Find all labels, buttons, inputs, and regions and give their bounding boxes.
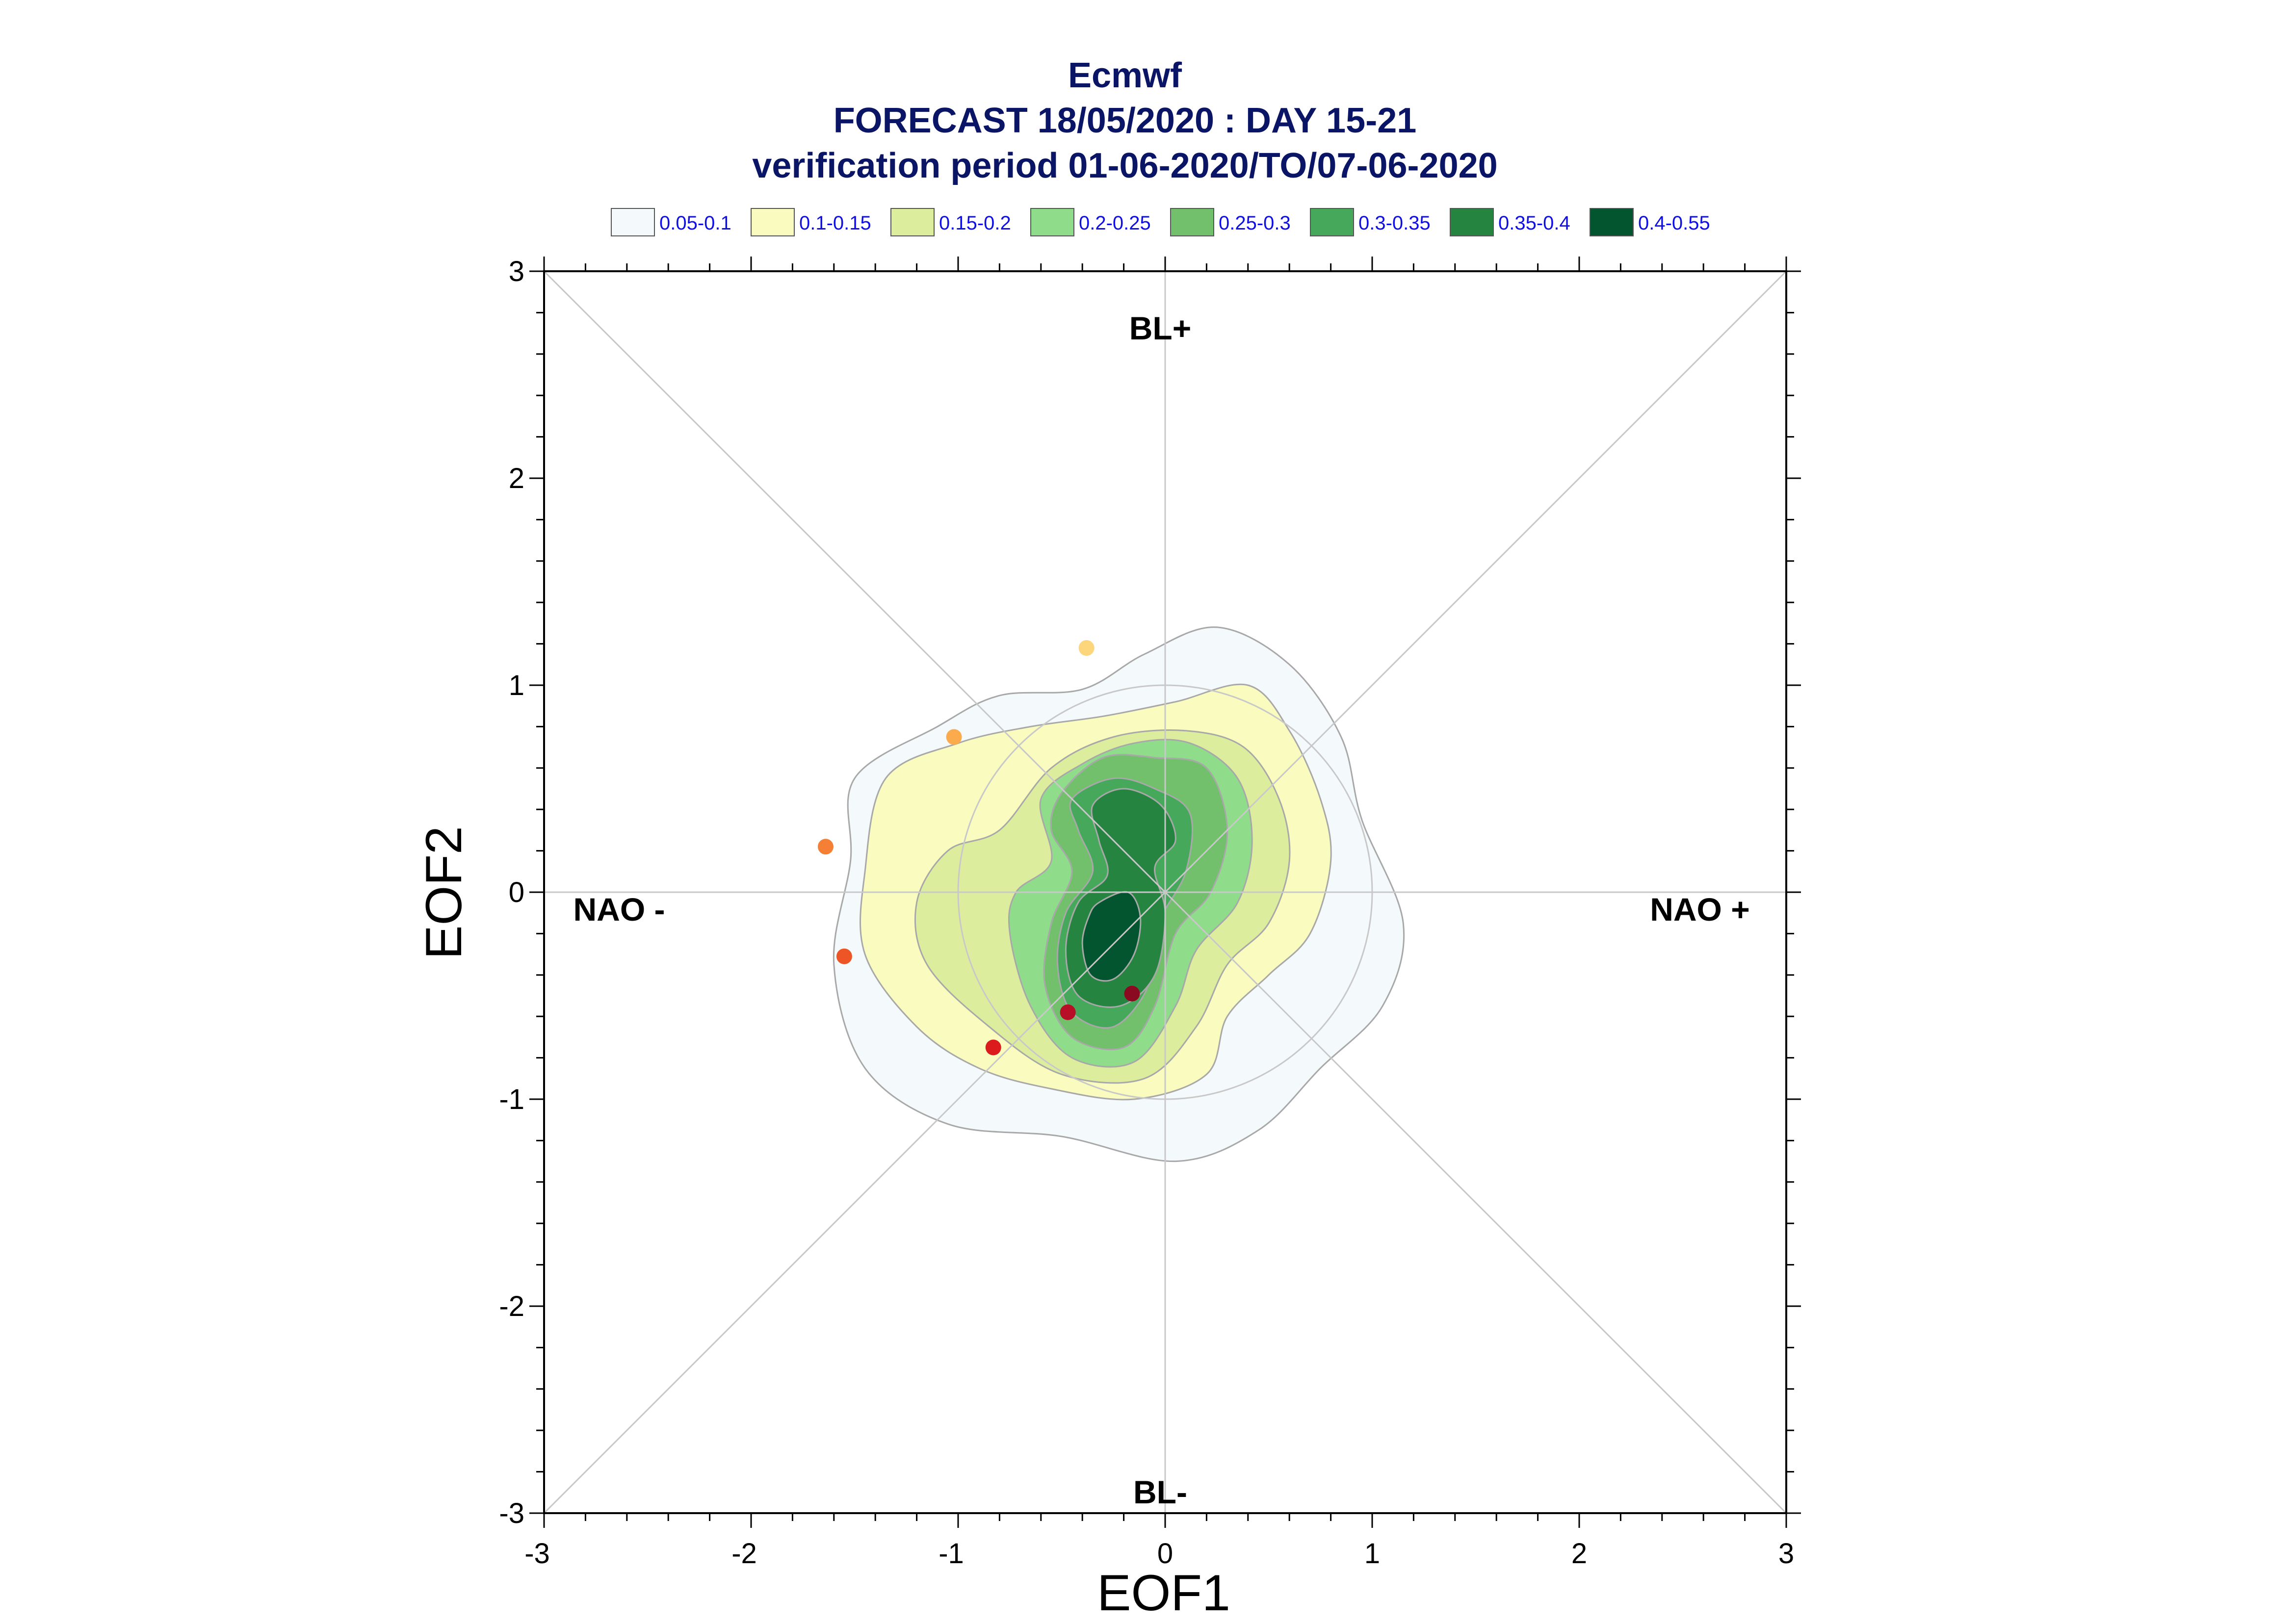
y-tick-label: -1 [499, 1083, 524, 1115]
data-point-6 [1060, 1004, 1076, 1020]
legend-label: 0.1-0.15 [799, 212, 871, 234]
reference-lines [543, 270, 1787, 1514]
legend-label: 0.3-0.35 [1358, 212, 1431, 234]
reference-line-diagonal-down [543, 270, 1787, 1514]
legend-label: 0.2-0.25 [1079, 212, 1151, 234]
chart-title: Ecmwf FORECAST 18/05/2020 : DAY 15-21 ve… [752, 56, 1497, 185]
legend-label: 0.35-0.4 [1498, 212, 1570, 234]
legend-swatch [1590, 208, 1634, 236]
axes: -3 -2 -1 0 1 2 3 -3 -2 -1 0 1 2 3 [499, 256, 1801, 1570]
x-tick-label: 0 [1157, 1538, 1173, 1570]
x-tick-label: 3 [1778, 1538, 1794, 1570]
x-tick-label: -1 [939, 1538, 964, 1570]
regime-label-left: NAO - [574, 891, 665, 928]
regime-label-bottom: BL- [1133, 1474, 1187, 1510]
y-tick-label: 1 [509, 670, 524, 701]
legend-swatch [611, 208, 655, 236]
legend-label: 0.25-0.3 [1219, 212, 1291, 234]
legend-swatch [1030, 208, 1074, 236]
density-contour-8 [1081, 891, 1142, 982]
y-tick-label: -2 [499, 1290, 524, 1322]
x-tick-label: 1 [1364, 1538, 1380, 1570]
y-tick-label: -3 [499, 1497, 524, 1529]
legend-swatch [1170, 208, 1214, 236]
title-line-1: Ecmwf [1068, 56, 1182, 95]
legend-item: 0.4-0.55 [1590, 208, 1710, 236]
legend-item: 0.35-0.4 [1450, 208, 1570, 236]
data-point-7 [1124, 985, 1140, 1002]
legend-item: 0.25-0.3 [1170, 208, 1291, 236]
legend-item: 0.2-0.25 [1030, 208, 1151, 236]
y-tick-label: 3 [509, 256, 524, 287]
legend-swatch [890, 208, 935, 236]
legend-swatch [751, 208, 795, 236]
reference-circle [957, 684, 1373, 1100]
legend-item: 0.05-0.1 [611, 208, 731, 236]
data-point-4 [836, 948, 852, 964]
regime-labels: BL+ BL- NAO - NAO + [574, 310, 1750, 1510]
y-tick-label: 2 [509, 463, 524, 494]
y-tick-label: 0 [509, 876, 524, 908]
x-tick-label: -2 [731, 1538, 757, 1570]
title-line-2: FORECAST 18/05/2020 : DAY 15-21 [834, 101, 1417, 140]
data-point-2 [946, 729, 962, 745]
plot-area: -3 -2 -1 0 1 2 3 -3 -2 -1 0 1 2 3 [499, 256, 1801, 1570]
data-point-1 [1078, 640, 1095, 656]
title-line-3: verification period 01-06-2020/TO/07-06-… [752, 146, 1497, 185]
legend-item: 0.15-0.2 [890, 208, 1011, 236]
legend-label: 0.15-0.2 [939, 212, 1011, 234]
legend-item: 0.1-0.15 [751, 208, 871, 236]
data-points [817, 640, 1140, 1056]
y-axis-title: EOF2 [416, 826, 472, 959]
legend-label: 0.05-0.1 [659, 212, 731, 234]
regime-label-right: NAO + [1650, 891, 1750, 928]
legend-label: 0.4-0.55 [1638, 212, 1710, 234]
legend: 0.05-0.1 0.1-0.15 0.15-0.2 0.2-0.25 0.25-0.3… [611, 208, 1710, 236]
legend-swatch [1310, 208, 1354, 236]
x-tick-label: 2 [1571, 1538, 1587, 1570]
data-point-5 [985, 1039, 1001, 1056]
legend-swatch [1450, 208, 1494, 236]
density-contours [833, 626, 1405, 1162]
regime-label-top: BL+ [1129, 310, 1192, 346]
x-tick-label: -3 [524, 1538, 550, 1570]
data-point-3 [817, 839, 834, 855]
legend-item: 0.3-0.35 [1310, 208, 1431, 236]
x-axis-title: EOF1 [1097, 1565, 1230, 1622]
